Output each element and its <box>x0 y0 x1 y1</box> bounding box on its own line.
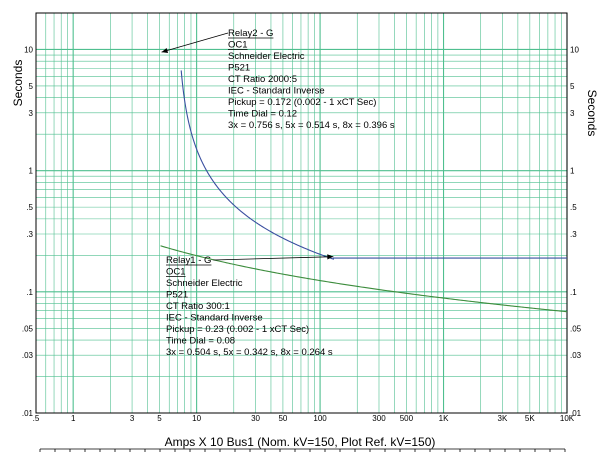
x-tick-label: 50 <box>278 414 287 423</box>
annotation-line: IEC - Standard Inverse <box>166 313 263 324</box>
x-tick-label: 100 <box>313 414 327 423</box>
annotation-line: Time Dial = 0.08 <box>166 336 235 347</box>
annotation-line: 3x = 0.504 s, 5x = 0.342 s, 8x = 0.264 s <box>166 347 333 358</box>
x-tick-label: 5K <box>525 414 535 423</box>
annotation-line: OC1 <box>166 267 186 278</box>
y-tick-label-right: 10 <box>570 45 579 54</box>
y-tick-label-right: 3 <box>570 109 575 118</box>
bottom-ruler <box>39 448 566 452</box>
x-tick-label: 300 <box>372 414 386 423</box>
annotation-line: CT Ratio 300:1 <box>166 301 230 312</box>
plot-frame <box>35 12 568 414</box>
y-tick-label-right: 1 <box>570 167 575 176</box>
annotation-line: Time Dial = 0.12 <box>228 109 297 120</box>
y-tick-label-left: .03 <box>22 351 34 360</box>
annotation-line: IEC - Standard Inverse <box>228 86 325 97</box>
y-tick-label-left: 1 <box>29 167 34 176</box>
y-tick-label-right: .03 <box>570 351 582 360</box>
annotation-line: P521 <box>228 63 250 74</box>
y-tick-label-right: 5 <box>570 82 575 91</box>
annotation-line: Schneider Electric <box>166 278 243 289</box>
y-tick-label-right: .3 <box>570 230 577 239</box>
series-1-curve <box>160 245 568 313</box>
y-tick-label-right: .01 <box>570 409 582 418</box>
y-tick-label-left: 3 <box>29 109 34 118</box>
annotation-line: Schneider Electric <box>228 51 305 62</box>
y-tick-label-right: .1 <box>570 288 577 297</box>
x-tick-label: 3K <box>498 414 508 423</box>
series-2-curve <box>180 70 567 260</box>
y-tick-label-left: .3 <box>26 230 33 239</box>
x-tick-label: 30 <box>251 414 260 423</box>
leader-line <box>213 256 334 261</box>
annotation-line: Relay1 - G <box>166 255 211 266</box>
curves <box>160 70 568 313</box>
x-tick-label: 3 <box>130 414 135 423</box>
y-tick-label-right: .5 <box>570 203 577 212</box>
annotation-line: Pickup = 0.23 (0.002 - 1 xCT Sec) <box>166 324 309 335</box>
x-tick-label: 1 <box>71 414 76 423</box>
x-tick-label: 5 <box>157 414 162 423</box>
y-axis-title-left: Seconds <box>11 60 25 107</box>
x-tick-label: 10K <box>560 414 575 423</box>
annotation-line: Relay2 - G <box>228 28 273 39</box>
annotation-line: 3x = 0.756 s, 5x = 0.514 s, 8x = 0.396 s <box>228 120 395 131</box>
grid-lines <box>35 12 568 414</box>
x-tick-label: 10 <box>192 414 201 423</box>
annotation-line: CT Ratio 2000:5 <box>228 74 297 85</box>
y-axis-title-right: Seconds <box>585 90 599 137</box>
x-tick-label: .5 <box>33 414 40 423</box>
y-tick-label-right: .05 <box>570 324 582 333</box>
x-axis-title: Amps X 10 Bus1 (Nom. kV=150, Plot Ref. k… <box>165 435 436 449</box>
y-tick-label-left: 10 <box>24 45 33 54</box>
annotation-line: Pickup = 0.172 (0.002 - 1 xCT Sec) <box>228 97 376 108</box>
y-tick-label-left: .1 <box>26 288 33 297</box>
y-tick-label-left: .01 <box>22 409 34 418</box>
y-tick-label-left: .5 <box>26 203 33 212</box>
leader-line <box>161 32 229 53</box>
annotation-line: OC1 <box>228 40 248 51</box>
tick-labels: .5 1 3 5 10 30 50 100 300 500 1K 3K 5K 10K.01.01.03.0… <box>22 45 582 423</box>
y-tick-label-left: 5 <box>29 82 34 91</box>
x-tick-label: 500 <box>400 414 414 423</box>
annotation-line: P521 <box>166 290 188 301</box>
y-tick-label-left: .05 <box>22 324 34 333</box>
x-tick-label: 1K <box>439 414 449 423</box>
leader-arrowhead <box>327 254 334 260</box>
leader-arrowhead <box>161 48 169 54</box>
